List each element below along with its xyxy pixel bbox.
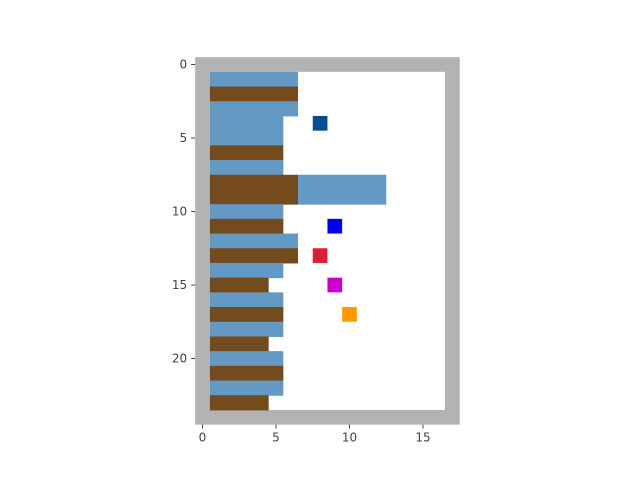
blue-bar xyxy=(209,321,284,337)
blue-bar xyxy=(209,130,284,146)
blue-bar xyxy=(209,380,284,396)
marker-layer xyxy=(312,115,357,322)
brown-bar xyxy=(209,248,299,264)
brown-bar xyxy=(209,277,269,293)
brown-bar xyxy=(209,86,299,102)
blue-bar xyxy=(209,292,284,308)
brown-bar xyxy=(209,145,284,161)
y-tick-label: 10 xyxy=(172,205,187,219)
y-tick-label: 0 xyxy=(180,58,188,72)
x-tick-label: 0 xyxy=(199,431,207,445)
x-tick-label: 10 xyxy=(342,431,357,445)
tick-layer: 0 5 10 15 0 5 10 15 20 xyxy=(172,58,431,445)
brown-bar xyxy=(209,307,284,323)
y-tick-label: 5 xyxy=(180,131,188,145)
red-square xyxy=(312,248,328,263)
magenta-square xyxy=(327,277,343,293)
blue-square xyxy=(327,218,343,234)
brown-bar xyxy=(209,395,269,411)
blue-bar xyxy=(209,233,299,249)
brown-bar xyxy=(209,365,284,382)
brown-bar xyxy=(209,189,299,205)
brown-bar xyxy=(209,336,269,352)
y-tick-label: 20 xyxy=(172,352,187,366)
blue-bar xyxy=(209,204,284,220)
navy-square xyxy=(312,115,328,131)
x-tick-label: 15 xyxy=(415,431,430,445)
blue-bar xyxy=(209,101,299,117)
y-tick-label: 15 xyxy=(172,278,187,292)
blue-bar xyxy=(209,262,284,279)
blue-bar xyxy=(209,115,284,132)
x-tick-label: 5 xyxy=(272,431,280,445)
blue-bar xyxy=(209,71,299,88)
brown-bar xyxy=(209,218,284,235)
bar-layer xyxy=(209,71,387,411)
blue-bar xyxy=(298,174,387,190)
blue-bar xyxy=(209,351,284,367)
orange-square xyxy=(342,307,357,322)
blue-bar xyxy=(209,160,284,176)
brown-bar xyxy=(209,174,299,190)
blue-bar xyxy=(298,189,387,205)
